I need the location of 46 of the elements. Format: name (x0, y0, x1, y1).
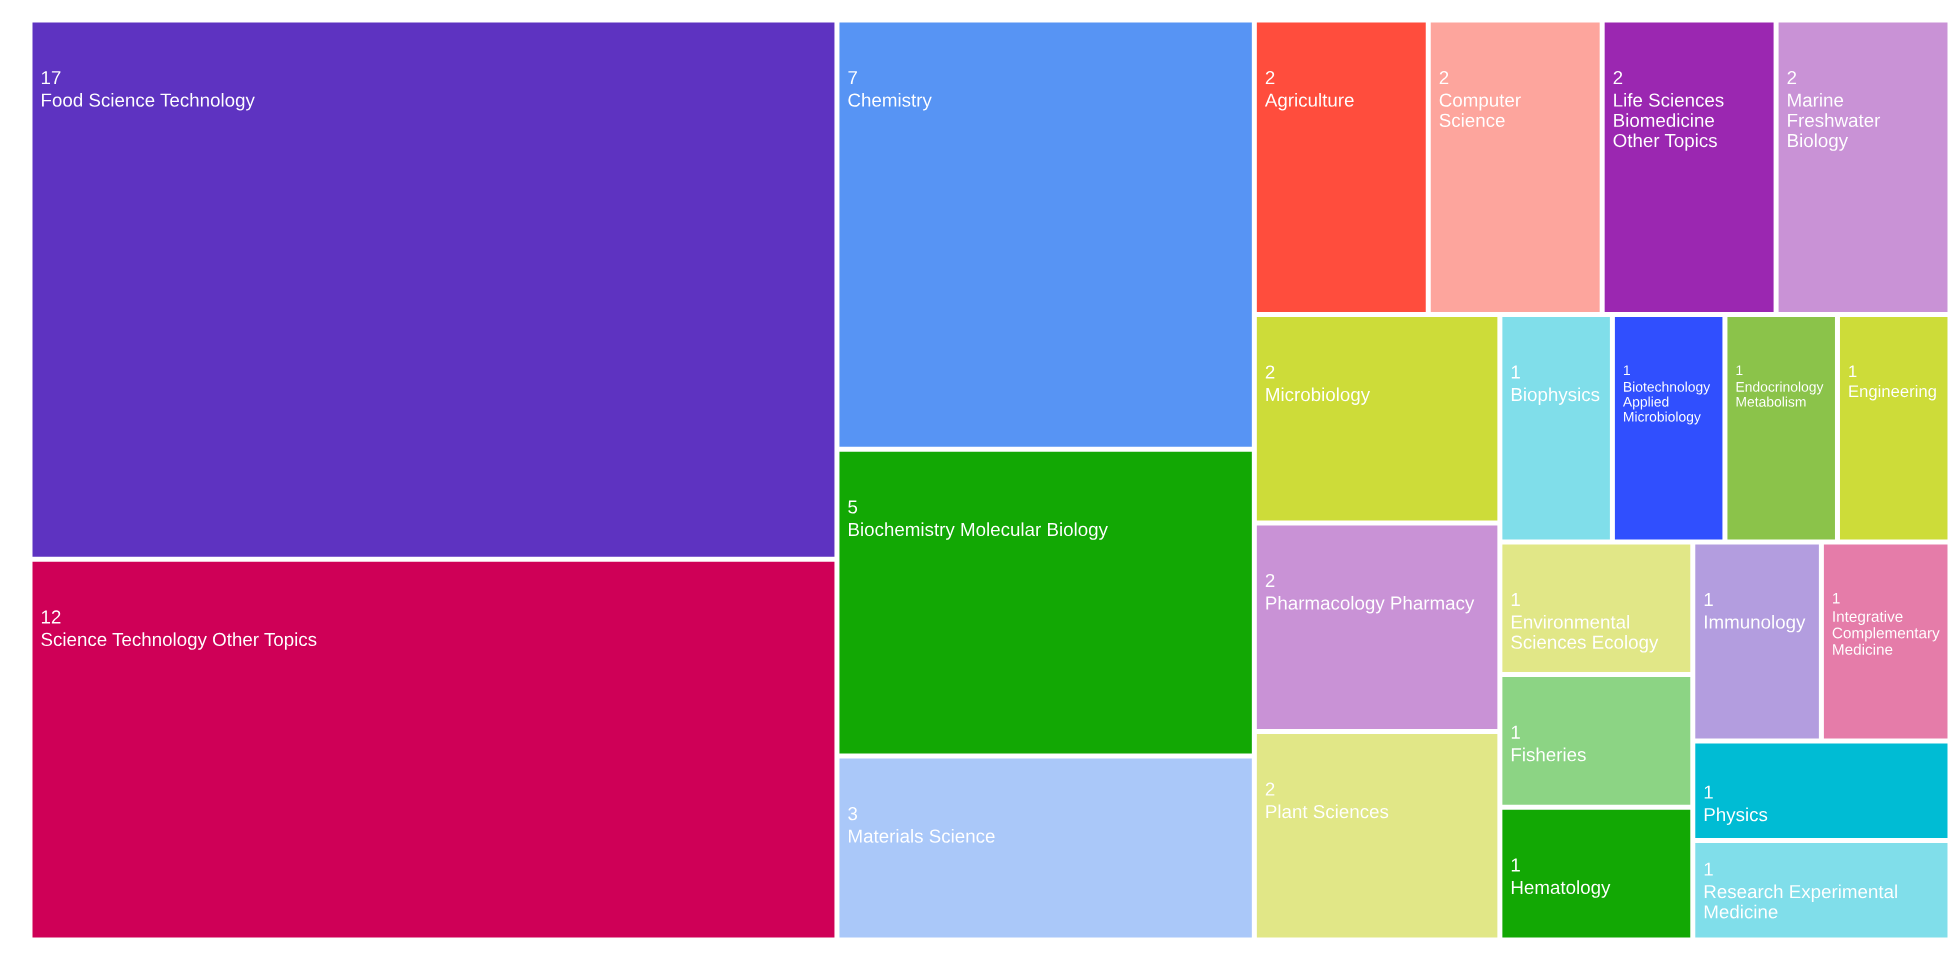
category-label: Computer Science (1439, 93, 1521, 127)
category-label: Integrative Complementary Medicine (1832, 610, 1940, 655)
category-label: Agriculture (1264, 93, 1354, 111)
data-label: 5 (848, 500, 858, 514)
category-label: Environmental Sciences Ecology (1511, 614, 1659, 653)
data-label: 7 (848, 71, 857, 85)
data-label: 1 (1704, 862, 1713, 876)
category-label: Endocrinology Metabolism (1736, 381, 1824, 407)
data-label: 2 (1265, 365, 1275, 379)
category-label: Pharmacology Pharmacy (1266, 595, 1475, 614)
category-label: Fisheries (1511, 747, 1586, 762)
category-label: Materials Science (848, 829, 995, 843)
data-label: 17 (41, 71, 61, 85)
category-label: Engineering (1849, 384, 1936, 401)
data-label: 1 (1833, 592, 1840, 604)
category-label: Biochemistry Molecular Biology (848, 522, 1108, 540)
category-label: Food Science Technology (42, 93, 255, 111)
category-label: Biotechnology Applied Microbiology (1622, 381, 1711, 425)
category-label: Science Technology Other Topics (41, 632, 317, 650)
data-label: 2 (1265, 573, 1275, 588)
data-label: 2 (1265, 782, 1275, 796)
data-label: 1 (1511, 858, 1520, 872)
data-label: 1 (1511, 365, 1520, 379)
category-label: Chemistry (848, 93, 932, 111)
category-label: Marine Freshwater Biology (1788, 93, 1881, 151)
data-label: 1 (1704, 785, 1713, 799)
data-label: 1 (1511, 593, 1520, 606)
data-label: 2 (1613, 71, 1623, 85)
category-label: Immunology (1705, 614, 1806, 633)
data-label: 1 (1511, 725, 1520, 739)
category-label: Life Sciences Biomedicine Other Topics (1613, 93, 1724, 151)
category-label: Microbiology (1266, 387, 1371, 405)
data-label: 1 (1736, 365, 1743, 375)
data-label: 2 (1439, 71, 1449, 85)
data-label: 12 (41, 610, 61, 624)
category-label: Biophysics (1511, 387, 1600, 405)
category-label: Physics (1704, 807, 1768, 825)
data-label: 1 (1623, 365, 1630, 375)
data-label: 2 (1265, 71, 1275, 85)
category-label: Research Experimental Medicine (1704, 884, 1897, 919)
data-label: 2 (1787, 71, 1797, 85)
data-label: 3 (848, 807, 858, 821)
data-label: 1 (1849, 365, 1857, 377)
category-label: Plant Sciences (1266, 804, 1389, 819)
category-label: Hematology (1511, 880, 1611, 898)
data-label: 1 (1704, 593, 1713, 606)
